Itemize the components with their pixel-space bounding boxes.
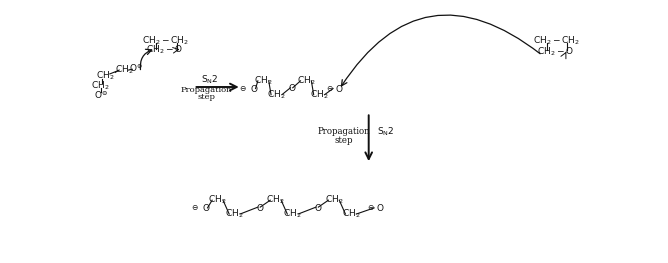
Text: $\mathrm{S_N2}$: $\mathrm{S_N2}$ (377, 125, 395, 138)
Text: $\mathrm{CH_2-CH_2}$: $\mathrm{CH_2-CH_2}$ (142, 34, 189, 47)
Text: $\mathrm{CH_2}$: $\mathrm{CH_2}$ (254, 75, 273, 87)
Text: $\mathrm{CH_2-O}$: $\mathrm{CH_2-O}$ (537, 45, 574, 58)
Text: $\ominus$: $\ominus$ (367, 203, 375, 213)
Text: $\mathrm{CH_2}$: $\mathrm{CH_2}$ (297, 75, 315, 87)
Text: $\mathrm{CH_2}$: $\mathrm{CH_2}$ (267, 88, 286, 101)
Text: $\mathrm{CH_2}$: $\mathrm{CH_2}$ (92, 79, 110, 92)
Text: $\mathrm{O}$: $\mathrm{O}$ (250, 83, 259, 94)
Text: $\mathrm{CH_2}$: $\mathrm{CH_2}$ (267, 194, 285, 206)
Text: $\mathrm{CH_2}$: $\mathrm{CH_2}$ (96, 70, 114, 83)
Text: $\mathrm{S_N2}$: $\mathrm{S_N2}$ (201, 74, 218, 86)
Text: Propagation: Propagation (318, 127, 370, 136)
Text: $\mathrm{O}$: $\mathrm{O}$ (314, 202, 323, 213)
Text: $\ominus$: $\ominus$ (191, 203, 199, 213)
Text: $\mathrm{CH_2}$: $\mathrm{CH_2}$ (283, 208, 302, 220)
Text: $\mathrm{O}$: $\mathrm{O}$ (202, 203, 210, 213)
Text: $\ominus$: $\ominus$ (326, 84, 334, 93)
Text: $\mathrm{O}^{\ominus}$: $\mathrm{O}^{\ominus}$ (94, 89, 108, 100)
Text: Propagation: Propagation (180, 86, 232, 94)
Text: $\ominus$: $\ominus$ (239, 84, 247, 93)
Text: $\mathrm{O}$: $\mathrm{O}$ (377, 203, 385, 213)
Text: $\mathrm{CH_2}$: $\mathrm{CH_2}$ (325, 194, 343, 206)
Text: step: step (335, 136, 353, 145)
Text: $\mathrm{CH_2-O}$: $\mathrm{CH_2-O}$ (146, 44, 183, 56)
Text: $\mathrm{CH_2}$: $\mathrm{CH_2}$ (208, 194, 227, 206)
Text: $\mathrm{O}^{\ominus}$: $\mathrm{O}^{\ominus}$ (129, 63, 143, 74)
Text: $\mathrm{CH_2}$: $\mathrm{CH_2}$ (114, 64, 133, 76)
Text: $\mathrm{CH_2}$: $\mathrm{CH_2}$ (225, 208, 244, 220)
Text: $\mathrm{O}$: $\mathrm{O}$ (335, 83, 344, 94)
Text: $\mathrm{CH_2-CH_2}$: $\mathrm{CH_2-CH_2}$ (533, 34, 580, 47)
Text: $\mathrm{CH_2}$: $\mathrm{CH_2}$ (310, 88, 329, 101)
Text: $\mathrm{O}$: $\mathrm{O}$ (256, 202, 265, 213)
Text: $\mathrm{O}$: $\mathrm{O}$ (289, 82, 297, 93)
Text: $\mathrm{CH_2}$: $\mathrm{CH_2}$ (341, 208, 360, 220)
Text: step: step (197, 93, 215, 101)
